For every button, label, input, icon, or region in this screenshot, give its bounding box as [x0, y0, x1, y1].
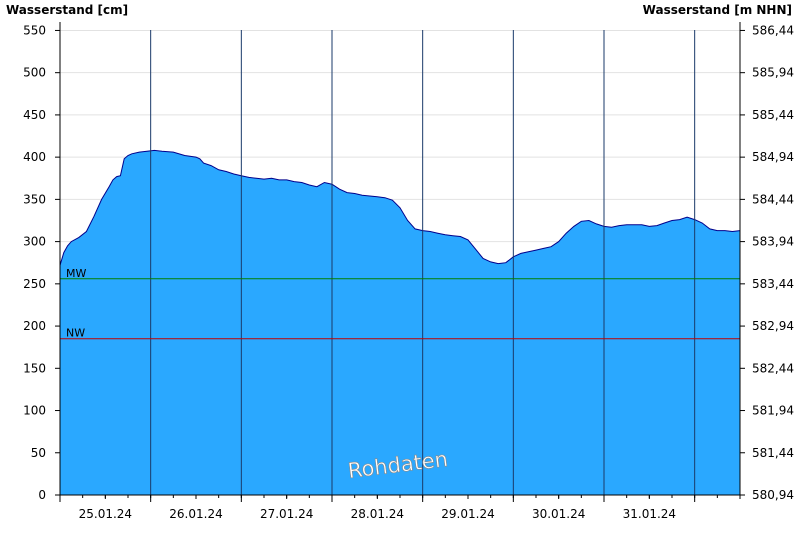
x-tick-label: 29.01.24 — [441, 507, 494, 521]
left-tick-label: 450 — [23, 108, 46, 122]
left-tick-label: 300 — [23, 235, 46, 249]
x-tick-label: 30.01.24 — [532, 507, 585, 521]
right-tick-label: 582,94 — [752, 319, 794, 333]
water-level-area — [60, 150, 740, 495]
left-tick-label: 500 — [23, 66, 46, 80]
left-tick-label: 350 — [23, 192, 46, 206]
right-tick-label: 585,44 — [752, 108, 794, 122]
right-tick-label: 581,94 — [752, 404, 794, 418]
x-tick-label: 26.01.24 — [169, 507, 222, 521]
right-tick-label: 586,44 — [752, 23, 794, 37]
right-tick-label: 584,44 — [752, 192, 794, 206]
x-tick-label: 31.01.24 — [623, 507, 676, 521]
x-axis-ticks: 25.01.24 26.01.24 27.01.24 28.01.24 29.01.24… — [59, 495, 741, 521]
right-tick-label: 584,94 — [752, 150, 794, 164]
left-tick-label: 250 — [23, 277, 46, 291]
water-level-line — [59, 149, 741, 266]
left-tick-label: 150 — [23, 361, 46, 375]
left-axis-ticks: 0 50 100 150 200 250 300 350 400 450 500 550 — [23, 23, 60, 502]
right-tick-label: 583,44 — [752, 277, 794, 291]
reference-label-nw: NW — [66, 327, 85, 340]
x-tick-label: 27.01.24 — [260, 507, 313, 521]
left-tick-label: 550 — [23, 23, 46, 37]
right-axis-title: Wasserstand [m NHN] — [643, 3, 792, 17]
left-tick-label: 0 — [38, 488, 46, 502]
left-tick-label: 100 — [23, 404, 46, 418]
left-tick-label: 50 — [31, 446, 46, 460]
right-tick-label: 580,94 — [752, 488, 794, 502]
x-tick-label: 28.01.24 — [351, 507, 404, 521]
reference-label-mw: MW — [66, 267, 86, 280]
right-tick-label: 581,44 — [752, 446, 794, 460]
plot-area — [59, 149, 741, 495]
x-tick-label: 25.01.24 — [79, 507, 132, 521]
left-tick-label: 400 — [23, 150, 46, 164]
right-tick-label: 583,94 — [752, 235, 794, 249]
left-tick-label: 200 — [23, 319, 46, 333]
day-gridlines — [150, 30, 696, 495]
left-axis-title: Wasserstand [cm] — [6, 3, 128, 17]
reference-lines: MW NW — [60, 267, 740, 340]
right-tick-label: 585,94 — [752, 66, 794, 80]
right-axis-ticks: 580,94 581,44 581,94 582,44 582,94 583,44 583,… — [740, 23, 794, 502]
right-tick-label: 582,44 — [752, 361, 794, 375]
